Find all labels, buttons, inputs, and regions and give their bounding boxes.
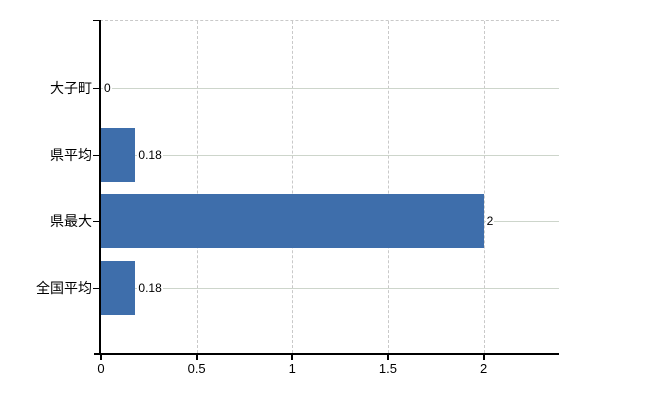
x-axis-tick (291, 355, 294, 360)
horizontal-gridline (100, 154, 559, 156)
x-axis-tick (482, 355, 485, 360)
y-axis-tick (93, 88, 100, 89)
x-tick-label: 1.5 (378, 361, 397, 376)
category-label: 大子町 (50, 80, 92, 96)
vertical-gridline (483, 21, 485, 353)
category-label: 県平均 (50, 146, 92, 163)
bar (101, 127, 136, 182)
value-label: 0.18 (137, 146, 163, 163)
category-label: 全国平均 (36, 280, 92, 296)
x-axis-tick (386, 355, 389, 360)
vertical-gridline (292, 21, 294, 353)
horizontal-gridline (100, 88, 559, 89)
value-label: 0 (103, 80, 112, 96)
x-axis-line (94, 353, 559, 355)
bar (101, 261, 136, 315)
horizontal-gridline (100, 288, 559, 289)
x-axis-tick (195, 355, 198, 360)
y-axis-tick (93, 154, 100, 156)
vertical-gridline (196, 21, 198, 353)
x-tick-label: 1 (288, 361, 296, 376)
x-tick-label: 0 (97, 361, 105, 376)
bar (101, 194, 484, 248)
x-tick-label: 0.5 (187, 361, 206, 376)
x-tick-label: 2 (479, 361, 488, 376)
value-label: 2 (485, 213, 495, 229)
x-axis-tick (100, 355, 102, 360)
y-axis-tick (93, 288, 100, 289)
y-axis-end-tick (93, 20, 100, 21)
value-label: 0.18 (137, 280, 163, 296)
y-axis-tick (93, 221, 100, 222)
category-label: 県最大 (50, 213, 92, 229)
y-axis-line (99, 20, 101, 355)
vertical-gridline (387, 21, 389, 353)
plot-top-border (100, 20, 559, 21)
